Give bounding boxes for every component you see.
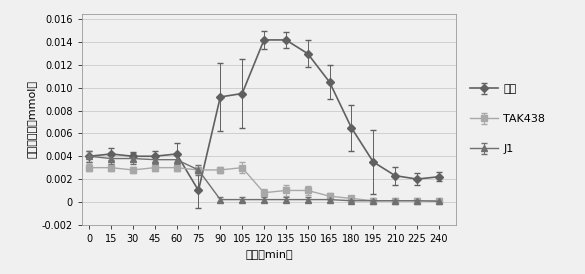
X-axis label: 时间（min）: 时间（min） xyxy=(245,249,293,259)
Y-axis label: 血浆干浓度（mmol）: 血浆干浓度（mmol） xyxy=(26,80,36,158)
Legend: 空白, TAK438, J1: 空白, TAK438, J1 xyxy=(466,80,550,159)
